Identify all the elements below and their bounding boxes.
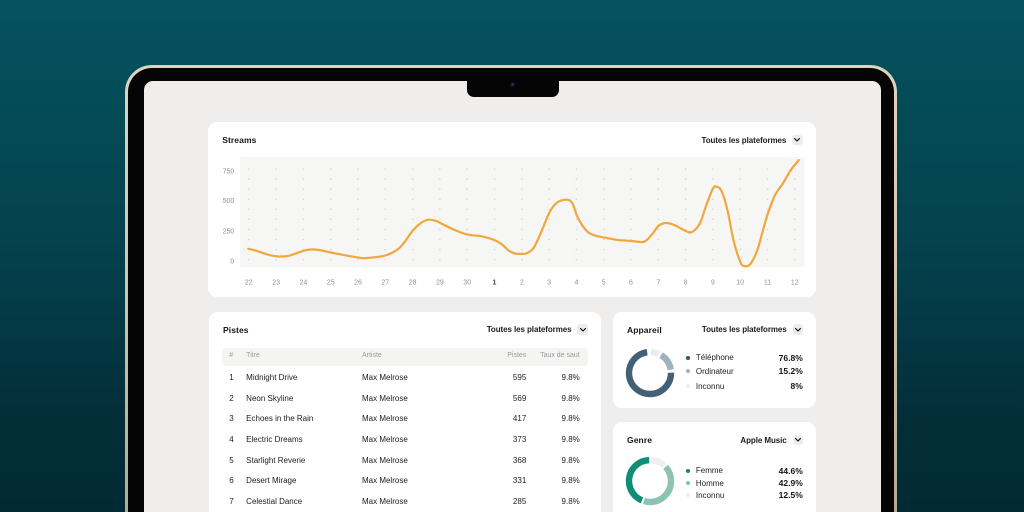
svg-text:10: 10 [736, 280, 744, 287]
svg-text:29: 29 [436, 280, 444, 287]
svg-text:30: 30 [463, 280, 471, 287]
svg-text:11: 11 [764, 280, 771, 287]
svg-text:7: 7 [657, 280, 661, 287]
svg-text:8: 8 [684, 280, 688, 287]
svg-text:25: 25 [327, 280, 335, 287]
svg-text:750: 750 [223, 169, 235, 176]
svg-text:5: 5 [602, 280, 606, 287]
svg-text:4: 4 [575, 280, 579, 287]
svg-text:500: 500 [223, 198, 235, 205]
svg-text:22: 22 [245, 280, 253, 287]
svg-text:3: 3 [547, 280, 551, 287]
svg-text:27: 27 [382, 280, 390, 287]
svg-text:26: 26 [354, 280, 362, 287]
svg-text:2: 2 [520, 280, 524, 287]
svg-text:9: 9 [711, 280, 715, 287]
svg-text:24: 24 [300, 280, 308, 287]
svg-text:1: 1 [493, 280, 497, 287]
svg-text:12: 12 [791, 280, 799, 287]
svg-text:6: 6 [629, 280, 633, 287]
svg-text:23: 23 [272, 280, 280, 287]
svg-text:250: 250 [223, 229, 235, 236]
svg-text:0: 0 [231, 259, 235, 266]
svg-text:28: 28 [409, 280, 417, 287]
